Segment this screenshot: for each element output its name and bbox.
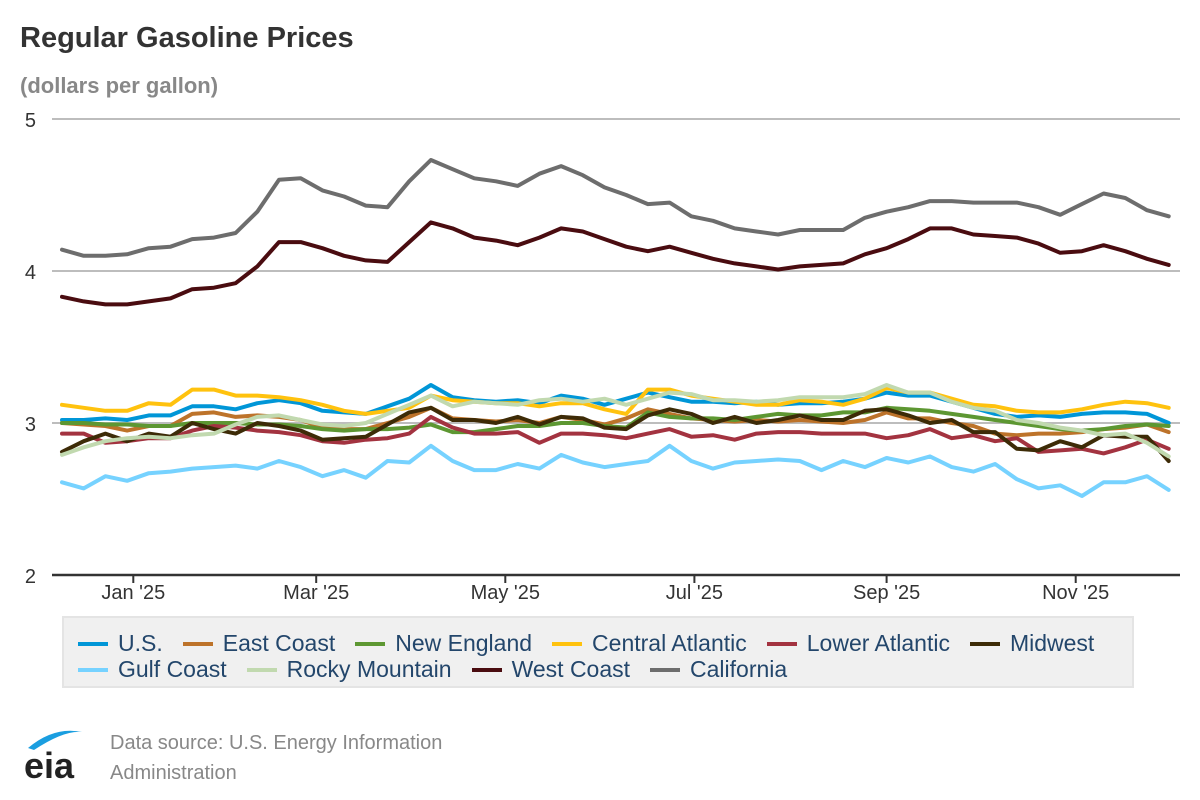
y-tick-label: 3 — [25, 414, 36, 436]
legend-item[interactable]: Gulf Coast — [78, 656, 227, 683]
legend-swatch-icon — [766, 641, 797, 646]
logo-text: eia — [24, 745, 75, 784]
y-tick-label: 5 — [25, 110, 36, 132]
legend-item[interactable]: California — [650, 656, 787, 683]
legend-row: Gulf Coast Rocky Mountain West Coast Califo… — [78, 656, 807, 683]
legend-row: U.S. East Coast New England Central Atlanti… — [78, 630, 1114, 657]
x-tick-label: Nov '25 — [1042, 582, 1109, 604]
legend-swatch-icon — [650, 667, 681, 672]
legend-swatch-icon — [471, 667, 502, 672]
legend-label: Midwest — [1009, 630, 1095, 656]
chart-title: Regular Gasoline Prices — [20, 22, 354, 54]
x-axis: Jan '25 Mar '25 May '25 Jul '25 Sep '25 Nov '… — [52, 573, 1180, 604]
x-tick-label: Jan '25 — [101, 582, 165, 604]
series-lines — [60, 158, 1171, 498]
x-tick-label: Sep '25 — [853, 582, 920, 604]
source-line-1: Data source: U.S. Energy Information — [110, 732, 443, 754]
series-line-rocky-mountain — [60, 383, 1171, 459]
legend-item[interactable]: East Coast — [182, 630, 336, 657]
y-axis: 2 3 4 5 — [25, 110, 36, 588]
legend-label: East Coast — [222, 630, 336, 656]
legend-item[interactable]: West Coast — [471, 656, 631, 683]
eia-logo: eia — [24, 724, 88, 786]
legend-item[interactable]: Lower Atlantic — [766, 630, 950, 657]
legend-swatch-icon — [182, 641, 213, 646]
legend-swatch-icon — [78, 641, 108, 646]
logo-arc-icon: eia — [24, 730, 82, 786]
legend-item[interactable]: Midwest — [969, 630, 1095, 657]
legend-label: California — [690, 656, 788, 682]
line-chart: 2 3 4 5 Jan '25 Mar '25 May '25 Jul '25 Sep '25… — [25, 110, 1180, 604]
legend-label: New England — [395, 630, 533, 656]
x-tick-label: Jul '25 — [666, 582, 723, 604]
data-source: Data source: U.S. Energy Information Adm… — [110, 728, 490, 788]
y-tick-label: 2 — [25, 566, 36, 588]
legend-swatch-icon — [969, 641, 1000, 646]
footer: eia Data source: U.S. Energy Information… — [24, 724, 490, 788]
legend-swatch-icon — [246, 667, 277, 672]
legend-swatch-icon — [78, 667, 108, 672]
legend-label: Lower Atlantic — [806, 630, 950, 656]
legend-label: U.S. — [118, 630, 163, 656]
series-line-california — [60, 158, 1171, 258]
gridlines — [52, 118, 1180, 424]
source-line-2: Administration — [110, 762, 237, 784]
legend: U.S. East Coast New England Central Atlanti… — [62, 616, 1134, 688]
legend-label: Rocky Mountain — [286, 656, 452, 682]
legend-item[interactable]: Central Atlantic — [552, 630, 747, 657]
legend-swatch-icon — [552, 641, 583, 646]
legend-item[interactable]: Rocky Mountain — [246, 656, 452, 683]
series-line-gulf-coast — [60, 443, 1171, 498]
series-line-west-coast — [60, 220, 1171, 307]
legend-item[interactable]: U.S. — [78, 630, 163, 657]
legend-item[interactable]: New England — [355, 630, 532, 657]
chart-subtitle: (dollars per gallon) — [20, 73, 219, 98]
legend-swatch-icon — [355, 641, 386, 646]
series-line-east-coast — [60, 405, 1171, 438]
legend-label: West Coast — [511, 656, 631, 682]
y-tick-label: 4 — [25, 262, 36, 284]
legend-label: Central Atlantic — [592, 630, 747, 656]
x-tick-label: May '25 — [471, 582, 540, 604]
legend-label: Gulf Coast — [118, 656, 227, 682]
series-line-central-atlantic — [60, 386, 1171, 416]
x-tick-label: Mar '25 — [283, 582, 349, 604]
series-line-midwest — [60, 405, 1171, 463]
